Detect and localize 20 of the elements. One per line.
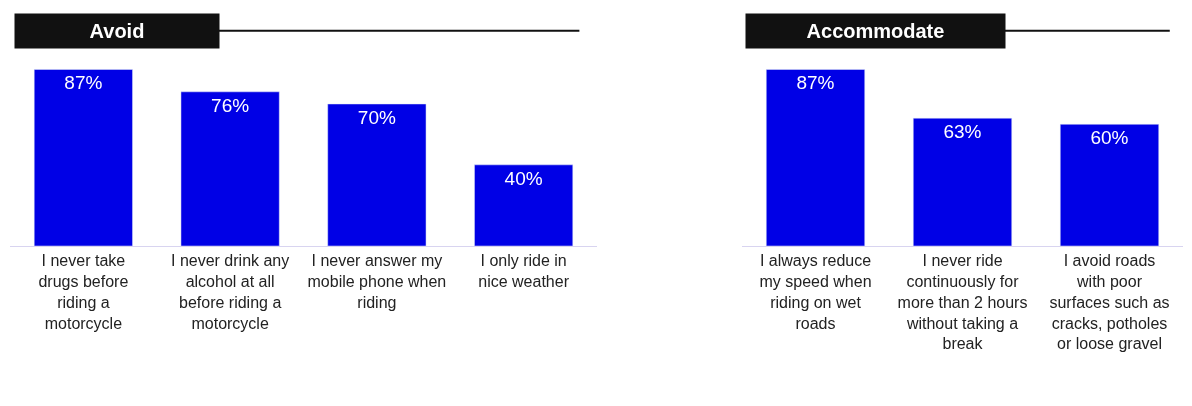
data-label: 63% [943,121,982,143]
data-label: 76% [211,94,250,116]
data-label: 40% [504,167,543,189]
bar [327,103,427,246]
bar [474,164,574,246]
bar [180,91,280,246]
bar [33,69,133,246]
x-tick-label: I never answer my mobile phone when riding [307,252,447,311]
data-label: 60% [1090,127,1129,149]
x-tick-label: I never drink any alcohol at all before riding a motorcycle [170,252,290,332]
x-tick-label: I avoid roads with poor surfaces such as cracks, potholes or loose gravel [1049,252,1170,353]
x-tick-label: I never take drugs before riding a motorcycle [38,252,129,332]
chart-title: Accommodate [806,20,945,42]
data-label: 87% [64,72,103,94]
x-tick-label: I only ride in nice weather [478,252,570,290]
x-tick-label: I always reduce my speed when riding on wet roads [759,252,872,332]
chart-title: Avoid [89,20,145,42]
x-tick-label: I never ride continuously for more than 2 hours without taking a break [897,252,1028,353]
data-label: 87% [796,72,835,94]
data-label: 70% [357,106,396,128]
